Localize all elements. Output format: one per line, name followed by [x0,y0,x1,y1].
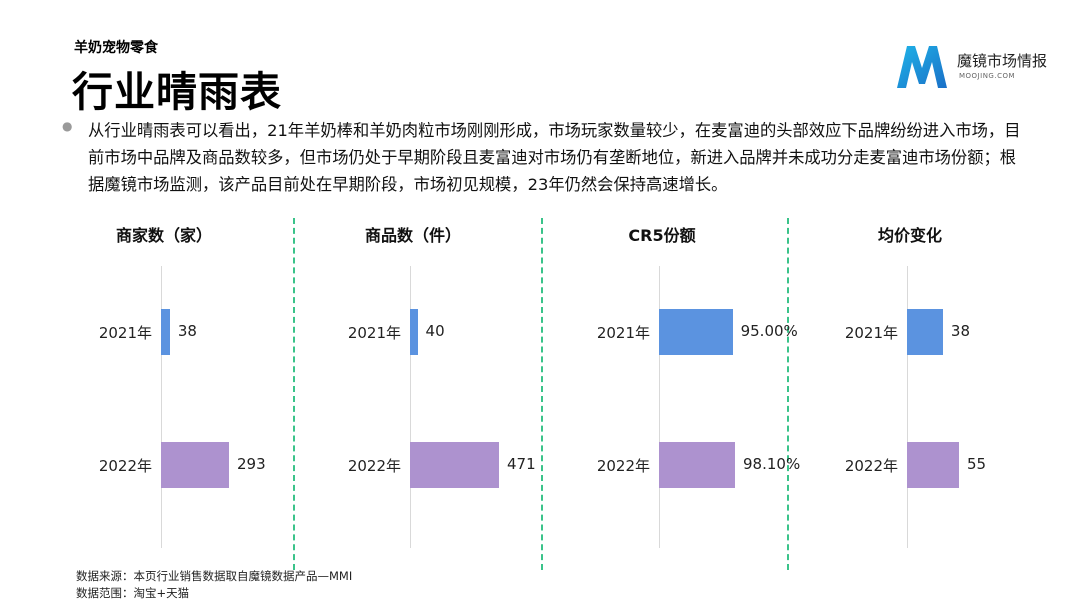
data-label: 471 [507,455,536,473]
chart-bar [659,442,735,488]
data-label: 55 [967,455,987,473]
category-tick-label: 2021年 [98,324,152,342]
brand-logo: 魔镜市场情报 MOOJING.COM [893,42,1063,92]
chart-bar [161,309,170,355]
chart-bar [161,442,229,488]
panel-divider [787,218,789,570]
panel-divider [293,218,295,570]
chart-title: CR5份额 [628,226,696,245]
category-tick-label: 2022年 [98,457,152,475]
category-tick-label: 2021年 [844,324,898,342]
logo-name: 魔镜市场情报 [957,52,1048,70]
data-label: 293 [237,455,266,473]
chart-axis [161,266,162,548]
chart-axis [659,266,660,548]
chart-title: 商品数（件） [364,226,461,245]
chart-panel: 商家数（家） 2021年 38 2022年 293 [40,218,288,558]
page-subtitle: 羊奶宠物零食 [74,40,158,56]
chart-bar [907,442,959,488]
chart-bar [410,442,499,488]
category-tick-label: 2022年 [844,457,898,475]
bullet-icon: ● [62,119,73,133]
data-label: 38 [950,322,971,340]
chart-bar [410,309,418,355]
chart-panel: 均价变化 2021年 38 2022年 55 [786,218,1034,558]
moojing-logo-icon [897,46,947,88]
category-tick-label: 2022年 [347,457,401,475]
data-label: 95.00% [740,322,798,340]
data-source-note: 数据来源：本页行业销售数据取自魔镜数据产品—MMI [76,569,353,583]
logo-domain: MOOJING.COM [959,72,1016,80]
chart-axis [410,266,411,548]
chart-axis [907,266,908,548]
chart-title: 商家数（家） [115,226,212,245]
chart-bar [907,309,943,355]
page-title: 行业晴雨表 [72,68,282,116]
description-block: ● 从行业晴雨表可以看出，21年羊奶棒和羊奶肉粒市场刚刚形成，市场玩家数量较少，… [62,117,1032,198]
chart-bar [659,309,733,355]
data-label: 40 [425,322,445,340]
panel-divider [541,218,543,570]
description-text: 从行业晴雨表可以看出，21年羊奶棒和羊奶肉粒市场刚刚形成，市场玩家数量较少，在麦… [88,121,1021,194]
data-label: 38 [177,322,197,340]
category-tick-label: 2022年 [596,457,650,475]
chart-panel: 商品数（件） 2021年 40 2022年 471 [289,218,537,558]
category-tick-label: 2021年 [596,324,650,342]
chart-title: 均价变化 [877,226,942,245]
data-scope-note: 数据范围：淘宝+天猫 [76,586,190,600]
data-label: 98.10% [743,455,801,473]
chart-panel: CR5份额 2021年 95.00% 2022年 98.10% [538,218,800,558]
category-tick-label: 2021年 [347,324,401,342]
footer: 数据来源：本页行业销售数据取自魔镜数据产品—MMI 数据范围：淘宝+天猫 [76,568,352,602]
